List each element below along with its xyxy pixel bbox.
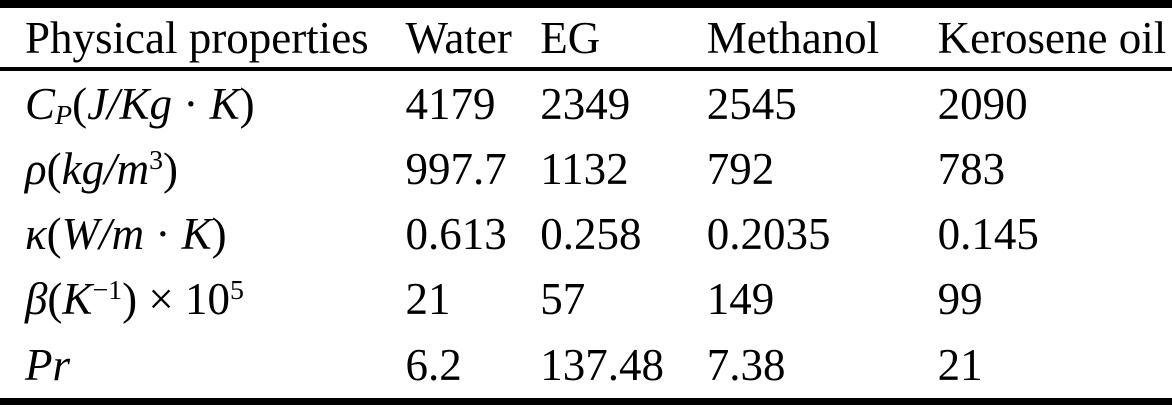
label-segment: 5: [230, 275, 244, 307]
label-segment: ) × 10: [122, 274, 230, 325]
label-segment: (: [46, 209, 62, 260]
label-segment: (: [46, 144, 62, 195]
column-header-methanol: Methanol: [706, 4, 938, 71]
header-row: Physical properties Water EG Methanol Ke…: [0, 4, 1172, 71]
label-segment: ): [211, 209, 227, 260]
label-segment: C: [25, 78, 56, 129]
value-cell: 0.258: [540, 209, 642, 260]
label-segment: W/m: [61, 209, 145, 260]
column-header-kerosene-oil: Kerosene oil: [937, 4, 1172, 71]
label-segment: (: [72, 78, 88, 129]
table-body: CP(J/Kg · K) 4179 2349 2545 2090 ρ(kg/m3) 997.…: [0, 69, 1172, 402]
property-label: Pr: [0, 332, 406, 402]
value-cell: 137.48: [540, 339, 665, 390]
column-header-eg: EG: [540, 4, 707, 71]
label-segment: ): [239, 78, 255, 129]
label-segment: 3: [149, 144, 164, 176]
table-row: β(K−1) × 105 21 57 149 99: [0, 267, 1172, 332]
table-row: κ(W/m · K) 0.613 0.258 0.2035 0.145: [0, 202, 1172, 267]
property-label: κ(W/m · K): [0, 202, 406, 267]
value-cell: 21: [937, 339, 983, 390]
label-segment: ·: [172, 78, 210, 129]
property-label: ρ(kg/m3): [0, 137, 406, 202]
value-cell: 0.145: [937, 209, 1039, 260]
property-label: β(K−1) × 105: [0, 267, 406, 332]
label-segment: K: [62, 274, 93, 325]
label-segment: β: [25, 274, 48, 325]
table-row: ρ(kg/m3) 997.7 1132 792 783: [0, 137, 1172, 202]
property-label: CP(J/Kg · K): [0, 69, 406, 137]
label-segment: Pr: [25, 339, 70, 390]
value-cell: 149: [706, 274, 775, 325]
label-segment: (: [47, 274, 63, 325]
value-cell: 997.7: [405, 144, 507, 195]
value-cell: 57: [540, 274, 586, 325]
label-segment: kg/m: [61, 144, 150, 195]
value-cell: 2090: [937, 78, 1028, 129]
label-segment: K: [209, 78, 240, 129]
column-header-physical-properties: Physical properties: [0, 4, 406, 71]
label-segment: ): [163, 144, 179, 195]
value-cell: 99: [937, 274, 983, 325]
value-cell: 792: [706, 144, 775, 195]
value-cell: 7.38: [706, 339, 786, 390]
table-row: Pr 6.2 137.48 7.38 21: [0, 332, 1172, 402]
value-cell: 21: [405, 274, 451, 325]
label-segment: K: [181, 209, 212, 260]
value-cell: 783: [937, 144, 1006, 195]
column-header-water: Water: [405, 4, 541, 71]
value-cell: 2545: [706, 78, 797, 129]
table-row: CP(J/Kg · K) 4179 2349 2545 2090: [0, 69, 1172, 137]
label-segment: ρ: [25, 144, 47, 195]
value-cell: 4179: [405, 78, 496, 129]
label-segment: −1: [92, 275, 123, 307]
label-segment: P: [55, 99, 73, 131]
value-cell: 1132: [540, 144, 629, 195]
value-cell: 0.2035: [706, 209, 831, 260]
label-segment: J/Kg: [87, 78, 173, 129]
label-segment: ·: [144, 209, 182, 260]
label-segment: κ: [25, 209, 47, 260]
value-cell: 6.2: [405, 339, 462, 390]
value-cell: 2349: [540, 78, 631, 129]
value-cell: 0.613: [405, 209, 507, 260]
